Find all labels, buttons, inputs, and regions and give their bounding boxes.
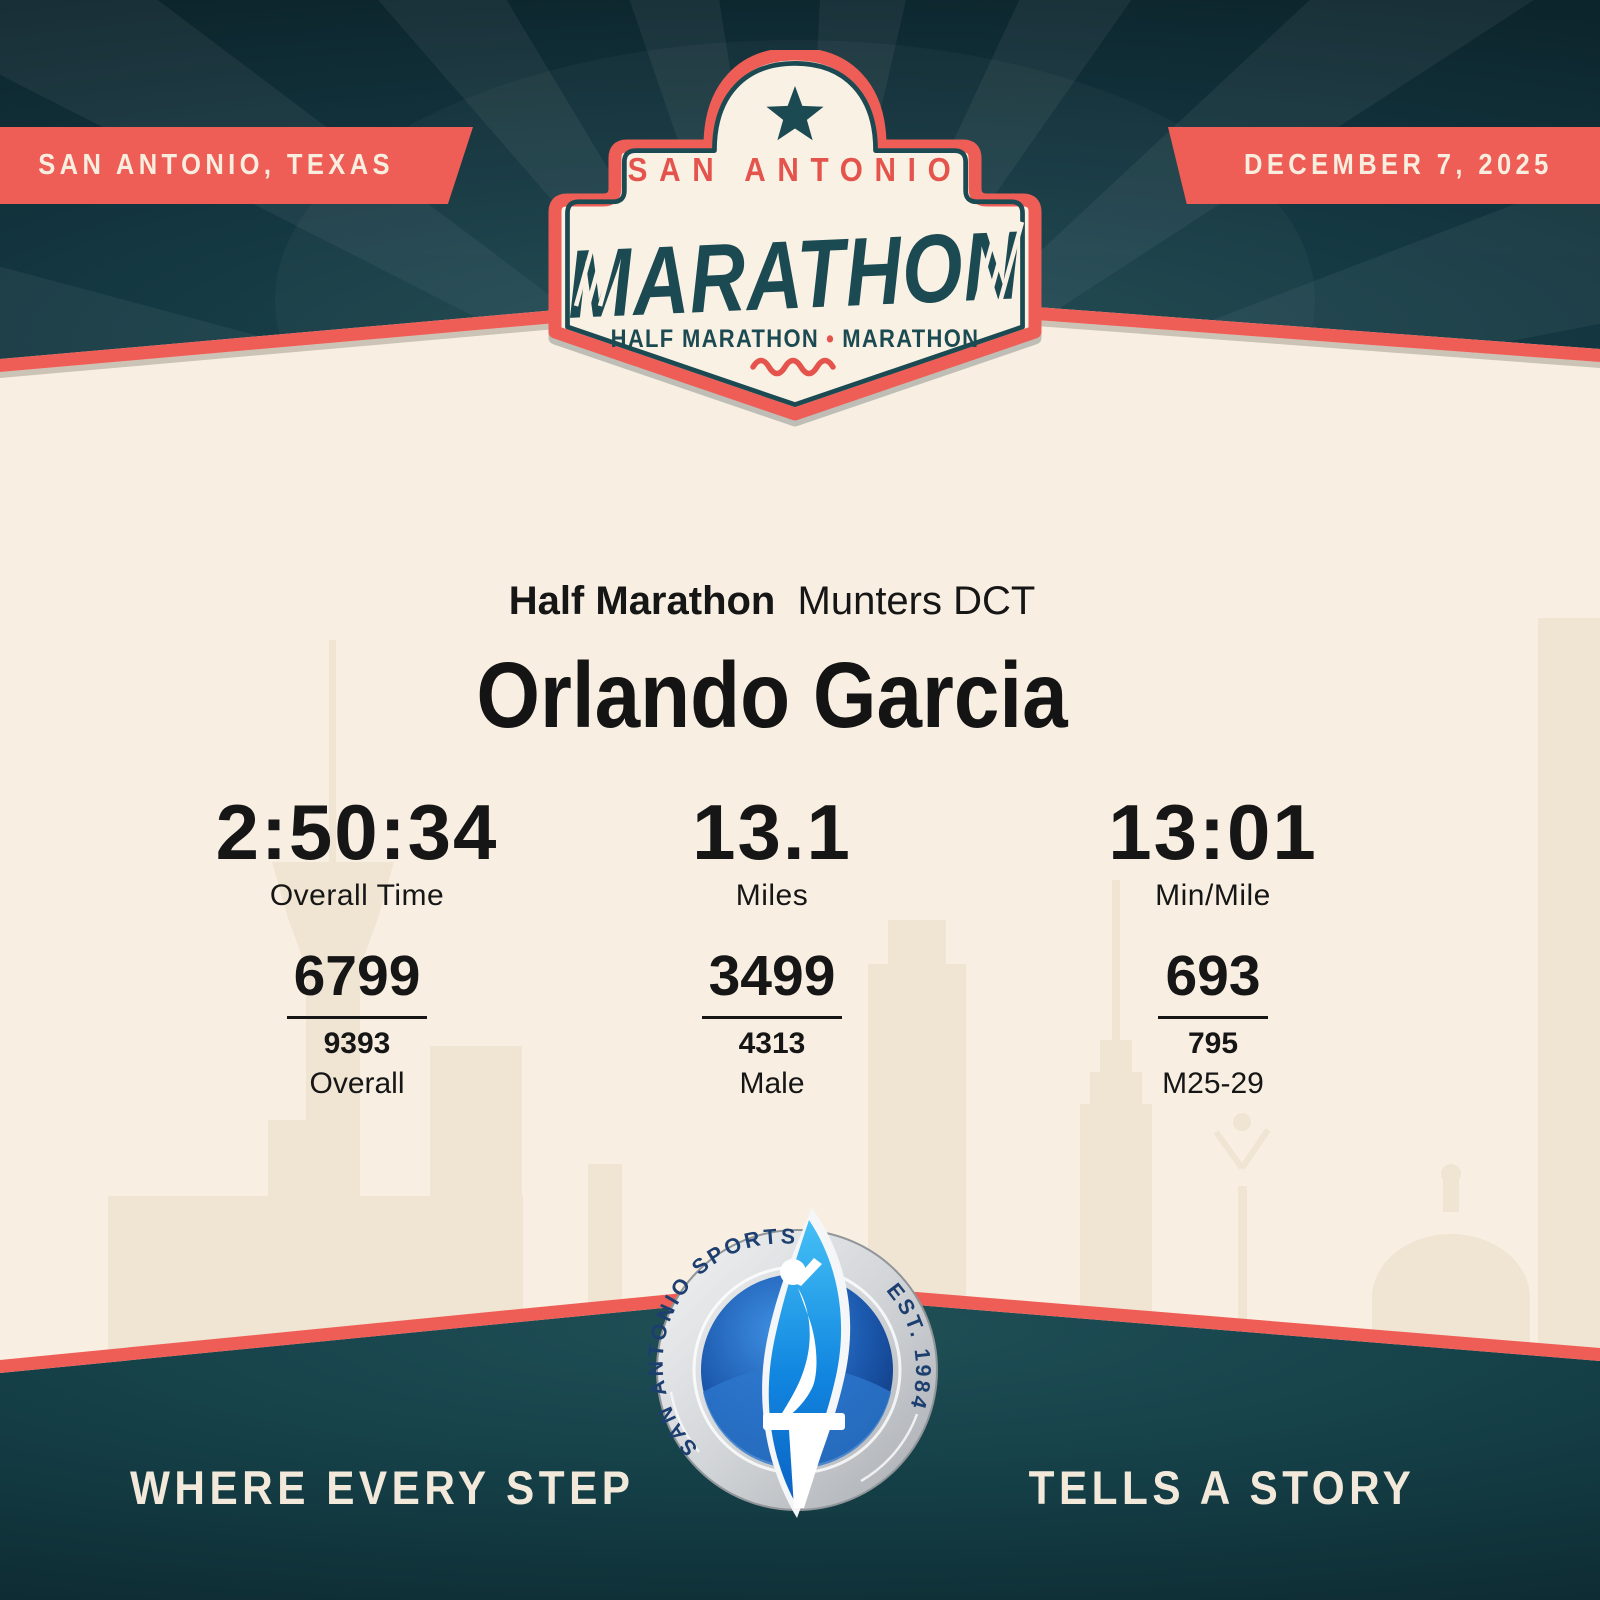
rank-category: M25-29 — [1162, 1067, 1264, 1100]
badge-title-label: MARATHON — [565, 210, 1023, 339]
stat-value: 13.1 — [692, 788, 852, 876]
stat-value: 2:50:34 — [215, 788, 499, 876]
date-banner-label: DECEMBER 7, 2025 — [1243, 149, 1553, 181]
rank-total: 795 — [1187, 1027, 1239, 1060]
stat-label: Min/Mile — [1155, 879, 1271, 912]
badge-title-hatching — [573, 221, 1025, 307]
badge-subtitle-left: HALF MARATHON — [611, 325, 819, 353]
rank-place: 6799 — [286, 948, 428, 1019]
rank-total: 9393 — [323, 1027, 391, 1060]
stat-label: Miles — [735, 879, 809, 912]
date-banner: DECEMBER 7, 2025 — [1168, 127, 1600, 204]
tagline-right: TELLS A STORY — [1028, 1461, 1416, 1514]
team-name: Munters DCT — [797, 579, 1036, 623]
logo-flame-inner — [768, 1220, 842, 1502]
rank-category: Overall — [309, 1067, 405, 1100]
stat-value: 13:01 — [1108, 788, 1318, 876]
badge-subtitle-separator: • — [826, 325, 835, 353]
stat-miles: 13.1 Miles — [582, 790, 962, 914]
ranking-division: 693 795 M25-29 — [1023, 948, 1403, 1100]
race-line: Half Marathon Munters DCT — [0, 578, 1544, 624]
star-icon — [766, 86, 824, 141]
badge-city-label: SAN ANTONIO — [628, 152, 963, 189]
location-banner: SAN ANTONIO, TEXAS — [0, 127, 473, 204]
badge-subtitle-right: MARATHON — [842, 325, 979, 353]
rank-place: 3499 — [701, 948, 843, 1019]
badge-squiggle — [750, 357, 836, 377]
stat-pace: 13:01 Min/Mile — [1023, 790, 1403, 914]
race-name: Half Marathon — [508, 579, 776, 623]
stat-overall-time: 2:50:34 Overall Time — [167, 790, 547, 914]
logo-runner-figure — [763, 1258, 845, 1508]
event-badge: SAN ANTONIO MARATHON HALF MARATHON • MARAT… — [548, 50, 1042, 421]
rank-total: 4313 — [738, 1027, 806, 1060]
rank-category: Male — [739, 1067, 805, 1100]
tagline-left: WHERE EVERY STEP — [130, 1461, 635, 1514]
ranking-gender: 3499 4313 Male — [582, 948, 962, 1100]
badge-subtitle: HALF MARATHON • MARATHON — [611, 325, 980, 353]
location-banner-label: SAN ANTONIO, TEXAS — [38, 149, 395, 181]
rank-place: 693 — [1158, 948, 1268, 1019]
stat-label: Overall Time — [269, 879, 445, 912]
badge-inner-line — [565, 60, 1025, 408]
runner-name: Orlando Garcia — [476, 643, 1068, 747]
ranking-overall: 6799 9393 Overall — [167, 948, 547, 1100]
san-antonio-sports-logo: SAN ANTONIO SPORTS EST. 1984 — [643, 1208, 938, 1518]
